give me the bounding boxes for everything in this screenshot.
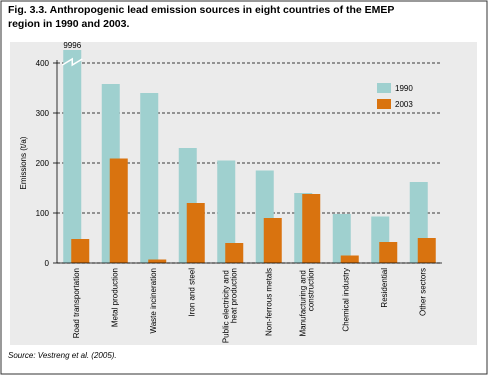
bars bbox=[63, 50, 436, 263]
legend-label: 1990 bbox=[395, 84, 413, 93]
bar bbox=[186, 203, 205, 263]
source-note: Source: Vestreng et al. (2005). bbox=[8, 351, 117, 360]
value-label: 9996 bbox=[63, 41, 81, 50]
bar bbox=[340, 255, 359, 263]
x-tick-label: Metal production bbox=[110, 268, 119, 327]
x-tick-label: Chemical industry bbox=[341, 268, 350, 332]
legend-swatch bbox=[377, 83, 391, 93]
axis-break bbox=[61, 57, 83, 67]
y-tick-label: 0 bbox=[45, 259, 50, 268]
bar bbox=[379, 242, 398, 263]
x-tick-label: Road transportation bbox=[72, 268, 81, 338]
chart-title: Fig. 3.3. Anthropogenic lead emission so… bbox=[8, 4, 397, 30]
bar bbox=[263, 218, 282, 263]
bar bbox=[109, 158, 128, 263]
bar bbox=[148, 259, 167, 263]
bar bbox=[417, 238, 436, 263]
x-tick-label: Manufacturing and construction bbox=[298, 268, 315, 337]
chart-background bbox=[10, 42, 477, 345]
bar bbox=[140, 93, 159, 263]
x-tick-label: Iron and steel bbox=[187, 268, 196, 317]
y-tick-label: 300 bbox=[36, 109, 50, 118]
bar bbox=[302, 194, 321, 263]
bar bbox=[332, 214, 351, 263]
legend-label: 2003 bbox=[395, 100, 413, 109]
bar bbox=[63, 50, 82, 263]
y-tick-label: 400 bbox=[36, 59, 50, 68]
x-tick-label: Non-ferrous metals bbox=[264, 268, 273, 336]
bar bbox=[71, 239, 90, 263]
y-tick-label: 200 bbox=[36, 159, 50, 168]
y-tick-label: 100 bbox=[36, 209, 50, 218]
legend-swatch bbox=[377, 99, 391, 109]
y-axis-label: Emissions (t/a) bbox=[19, 136, 28, 189]
x-tick-label: Public electricity and heat production bbox=[221, 268, 238, 343]
bar bbox=[225, 243, 244, 263]
x-tick-label: Other sectors bbox=[418, 268, 427, 316]
x-tick-label: Waste incineration bbox=[149, 268, 158, 334]
x-tick-label: Residential bbox=[380, 268, 389, 308]
bar bbox=[217, 160, 236, 263]
